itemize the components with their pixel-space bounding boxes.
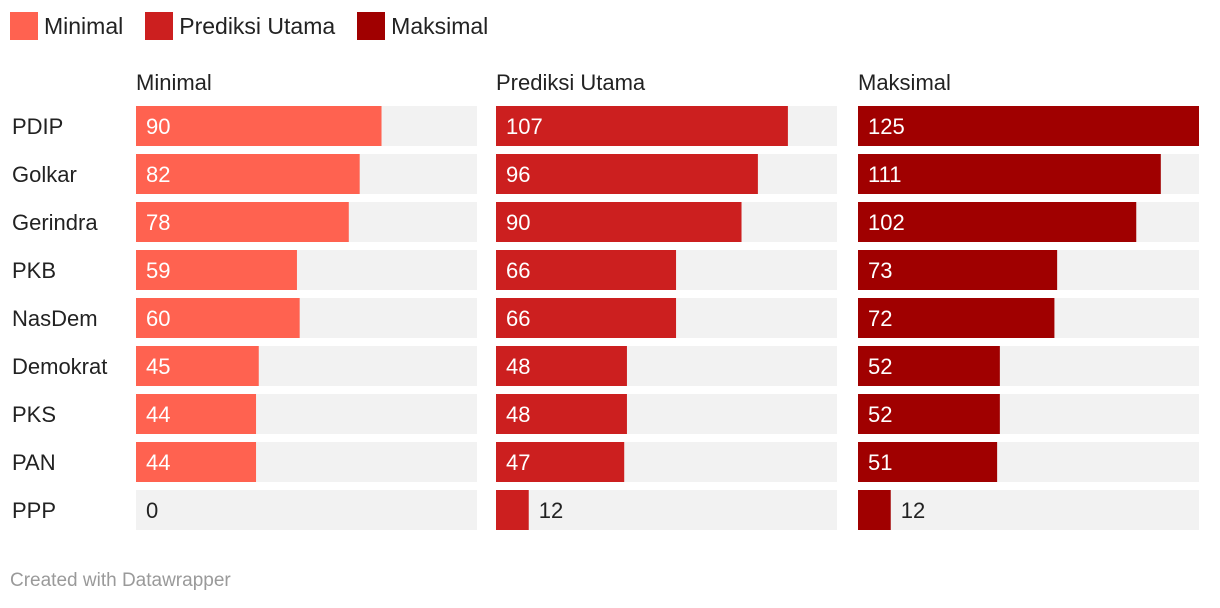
bar-maksimal-nasdem [858, 298, 1055, 338]
bar-minimal-pdip [136, 106, 382, 146]
value-label-prediksi-utama-gerindra: 90 [506, 210, 530, 235]
value-label-maksimal-pkb: 73 [868, 258, 892, 283]
value-label-maksimal-nasdem: 72 [868, 306, 892, 331]
bar-minimal-pan [136, 442, 257, 482]
value-label-prediksi-utama-pks: 48 [506, 402, 530, 427]
category-label-ppp: PPP [12, 498, 56, 523]
value-label-maksimal-gerindra: 102 [868, 210, 905, 235]
bar-maksimal-pan [858, 442, 998, 482]
bar-minimal-nasdem [136, 298, 300, 338]
value-label-prediksi-utama-ppp: 12 [539, 498, 563, 523]
bar-prediksi-utama-ppp [496, 490, 529, 530]
bar-maksimal-demokrat [858, 346, 1000, 386]
bar-minimal-demokrat [136, 346, 259, 386]
bar-minimal-pkb [136, 250, 297, 290]
value-label-maksimal-golkar: 111 [868, 162, 901, 187]
bar-minimal-gerindra [136, 202, 349, 242]
bar-track-minimal-ppp [136, 490, 477, 530]
category-label-demokrat: Demokrat [12, 354, 107, 379]
value-label-minimal-pkb: 59 [146, 258, 170, 283]
value-label-maksimal-pdip: 125 [868, 114, 905, 139]
category-label-gerindra: Gerindra [12, 210, 98, 235]
bar-prediksi-utama-pan [496, 442, 625, 482]
bar-maksimal-pdip [858, 106, 1199, 146]
bar-maksimal-gerindra [858, 202, 1137, 242]
legend-item-maksimal: Maksimal [357, 12, 488, 40]
value-label-prediksi-utama-pan: 47 [506, 450, 530, 475]
value-label-minimal-ppp: 0 [146, 498, 158, 523]
value-label-maksimal-pks: 52 [868, 402, 892, 427]
bar-maksimal-golkar [858, 154, 1161, 194]
value-label-minimal-nasdem: 60 [146, 306, 170, 331]
category-label-pks: PKS [12, 402, 56, 427]
category-label-pkb: PKB [12, 258, 56, 283]
value-label-minimal-gerindra: 78 [146, 210, 170, 235]
value-label-prediksi-utama-pdip: 107 [506, 114, 543, 139]
panel-title-prediksi-utama: Prediksi Utama [496, 70, 646, 95]
legend-label-prediksi-utama: Prediksi Utama [179, 12, 336, 39]
legend: Minimal Prediksi Utama Maksimal [10, 12, 488, 40]
value-label-maksimal-pan: 51 [868, 450, 892, 475]
value-label-minimal-pks: 44 [146, 402, 170, 427]
bar-track-prediksi-utama-ppp [496, 490, 837, 530]
bar-prediksi-utama-demokrat [496, 346, 627, 386]
value-label-prediksi-utama-nasdem: 66 [506, 306, 530, 331]
panel-title-maksimal: Maksimal [858, 70, 951, 95]
category-label-nasdem: NasDem [12, 306, 98, 331]
value-label-maksimal-demokrat: 52 [868, 354, 892, 379]
bar-prediksi-utama-nasdem [496, 298, 677, 338]
bar-chart: PDIP Golkar Gerindra PKB NasDem Demokrat PKS PA… [12, 70, 1199, 530]
category-label-golkar: Golkar [12, 162, 77, 187]
bar-minimal-pks [136, 394, 257, 434]
bar-track-maksimal-ppp [858, 490, 1199, 530]
bar-prediksi-utama-gerindra [496, 202, 742, 242]
value-label-prediksi-utama-golkar: 96 [506, 162, 530, 187]
category-label-pdip: PDIP [12, 114, 63, 139]
bar-maksimal-ppp [858, 490, 891, 530]
bar-maksimal-pks [858, 394, 1000, 434]
value-label-prediksi-utama-demokrat: 48 [506, 354, 530, 379]
legend-swatch-minimal [10, 12, 38, 40]
value-label-maksimal-ppp: 12 [901, 498, 925, 523]
datawrapper-credit: Created with Datawrapper [10, 570, 231, 591]
bar-prediksi-utama-pdip [496, 106, 788, 146]
legend-item-minimal: Minimal [10, 12, 123, 40]
value-label-prediksi-utama-pkb: 66 [506, 258, 530, 283]
legend-label-minimal: Minimal [44, 12, 124, 39]
panel-title-minimal: Minimal [136, 70, 212, 95]
legend-swatch-maksimal [357, 12, 386, 40]
value-label-minimal-pan: 44 [146, 450, 170, 475]
bar-minimal-golkar [136, 154, 360, 194]
legend-swatch-prediksi-utama [145, 12, 174, 40]
legend-item-prediksi-utama: Prediksi Utama [145, 12, 335, 40]
bar-maksimal-pkb [858, 250, 1058, 290]
legend-label-maksimal: Maksimal [391, 12, 489, 39]
bar-prediksi-utama-golkar [496, 154, 758, 194]
value-label-minimal-pdip: 90 [146, 114, 170, 139]
value-label-minimal-demokrat: 45 [146, 354, 170, 379]
value-label-minimal-golkar: 82 [146, 162, 170, 187]
category-label-pan: PAN [12, 450, 56, 475]
bar-prediksi-utama-pkb [496, 250, 677, 290]
bar-prediksi-utama-pks [496, 394, 627, 434]
